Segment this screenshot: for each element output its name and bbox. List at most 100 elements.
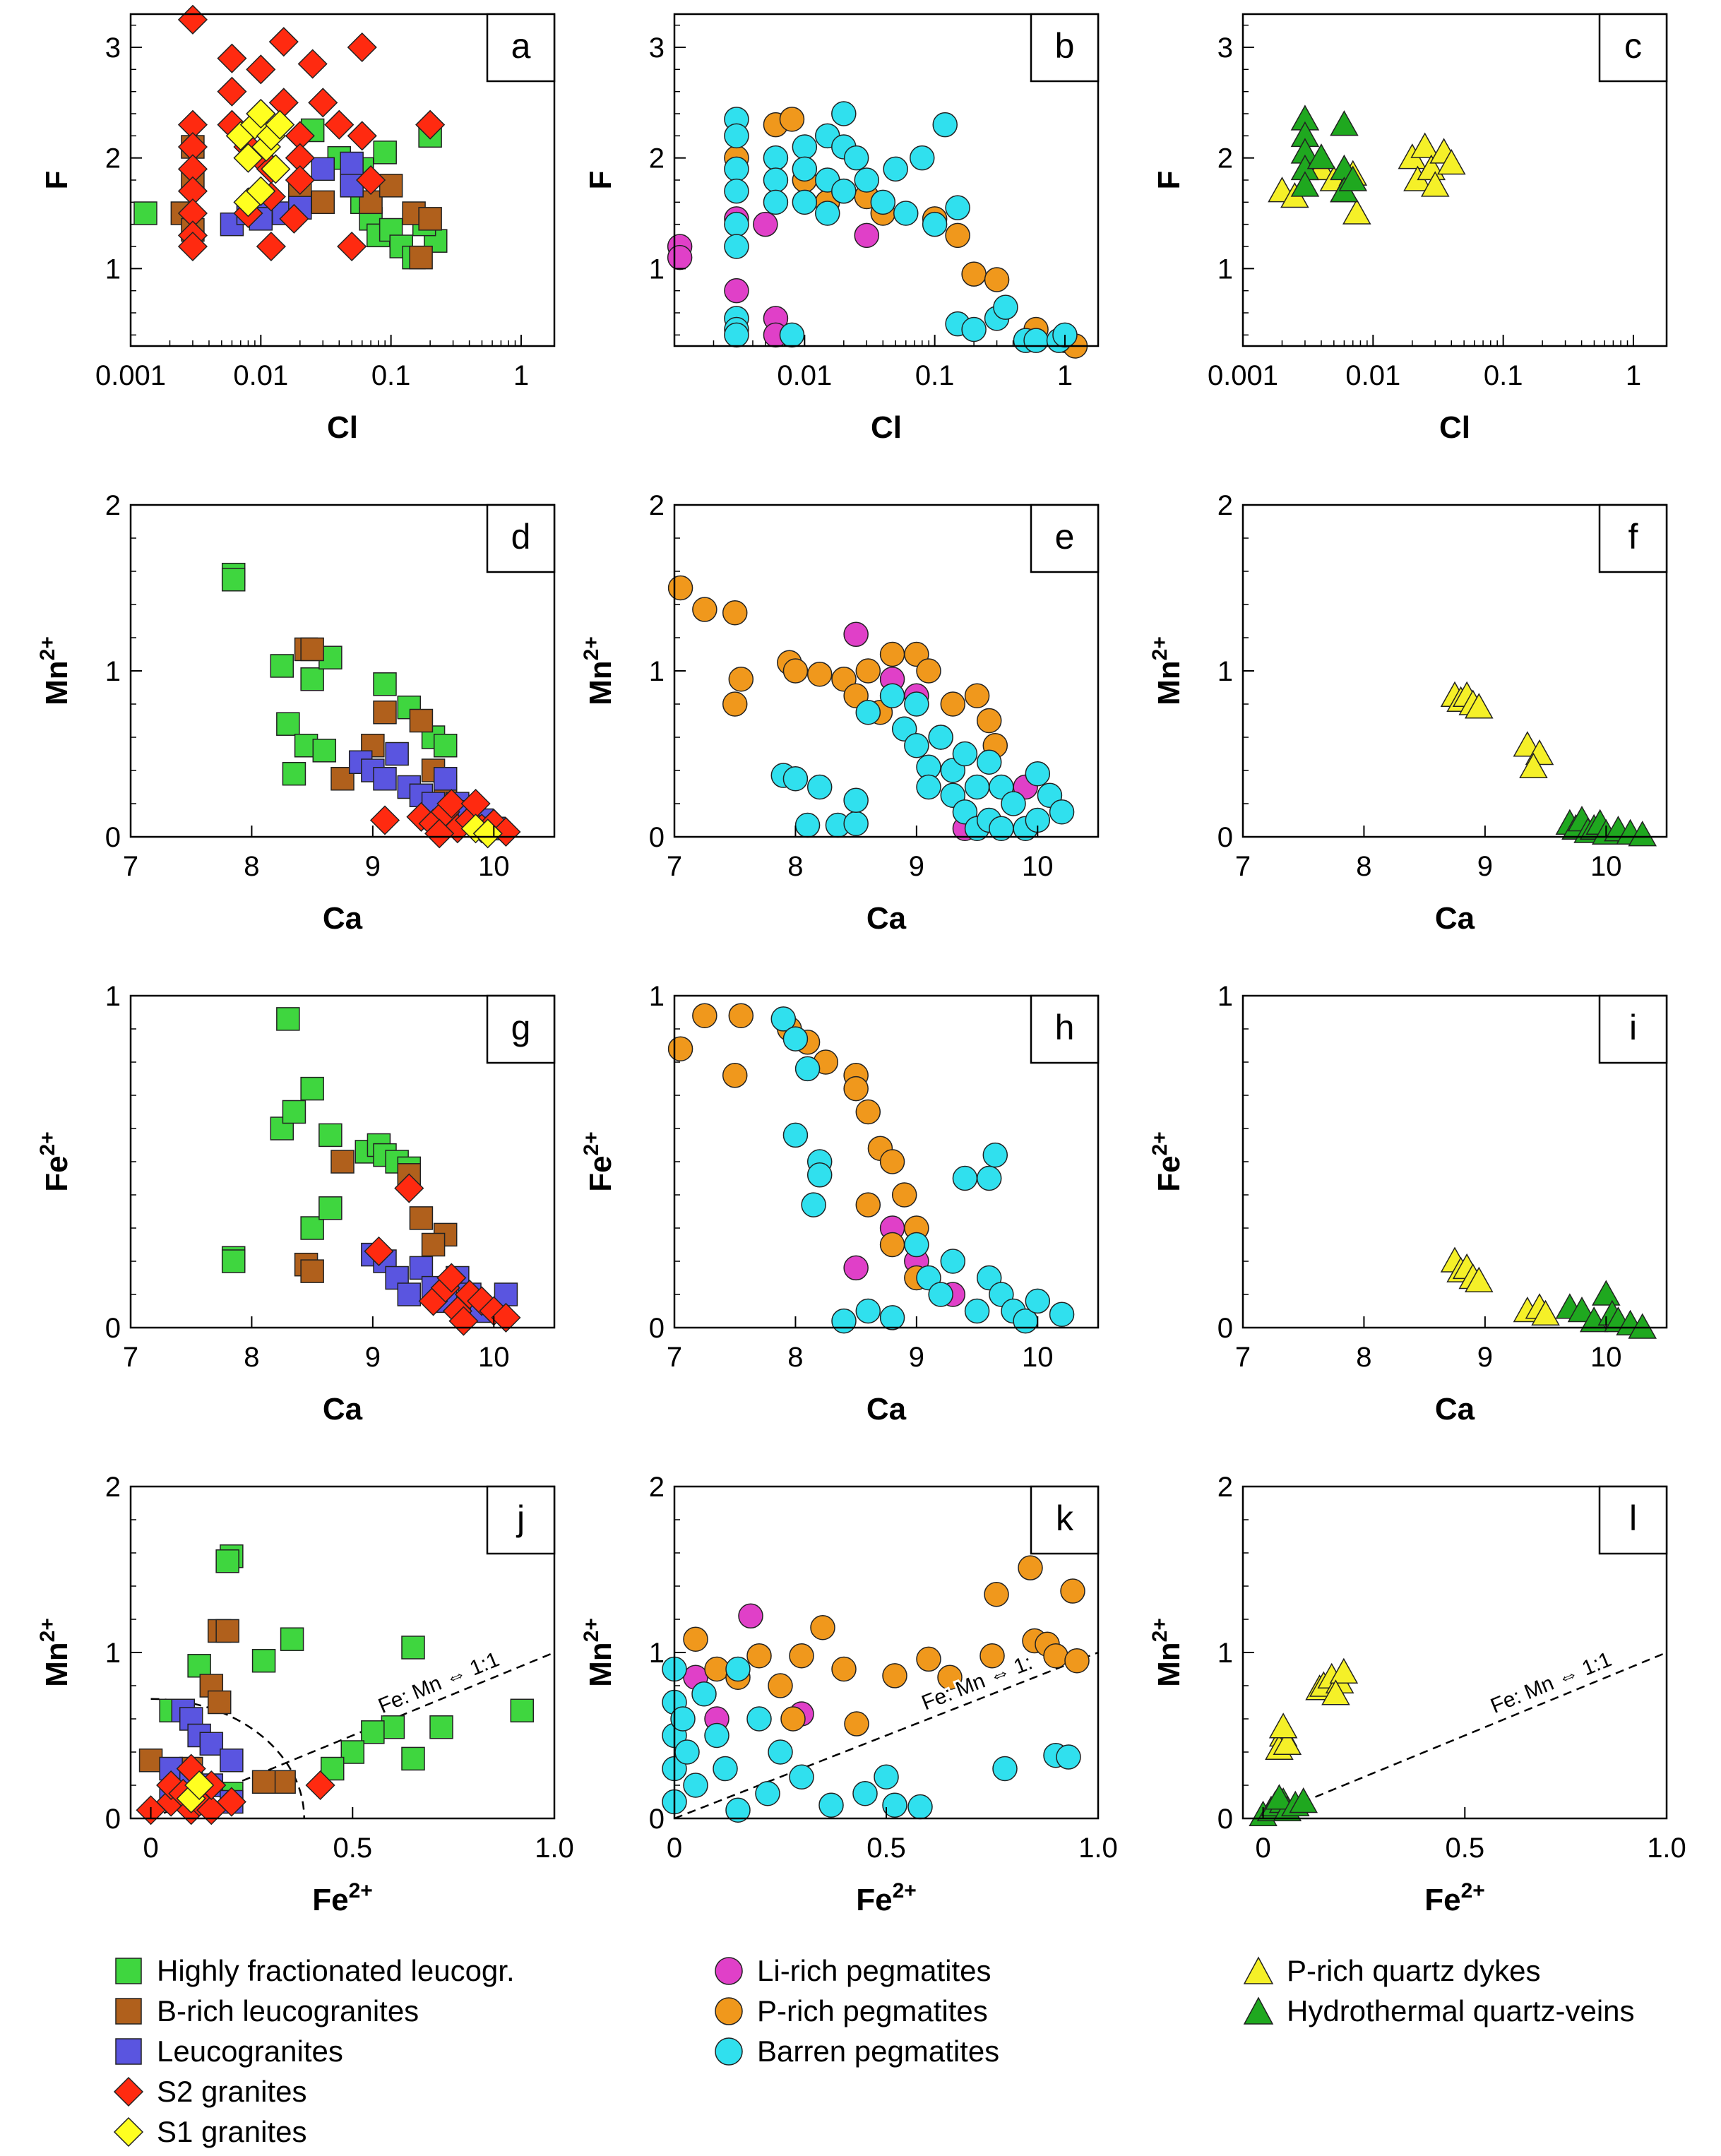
data-point: [491, 816, 521, 847]
data-point: [246, 176, 276, 206]
data-point: [1465, 1266, 1494, 1292]
y-axis-title: Mn2+: [36, 1618, 74, 1687]
series: [1440, 681, 1554, 779]
square-marker-icon: [115, 2038, 142, 2065]
series: [667, 206, 880, 348]
data-point: [282, 761, 306, 786]
data-point: [233, 143, 263, 173]
x-axis-title: Fe2+: [856, 1879, 917, 1917]
x-tick-label: 9: [909, 851, 924, 882]
panel-label: i: [1629, 1008, 1637, 1047]
x-tick-label: 1: [1626, 360, 1641, 391]
data-point: [964, 683, 990, 708]
data-point: [746, 1706, 772, 1732]
x-tick-label: 1.0: [535, 1833, 574, 1864]
data-point: [855, 1298, 881, 1324]
data-points: [1440, 1246, 1657, 1339]
legend-label: Leucogranites: [157, 2035, 343, 2068]
x-tick-label: 10: [478, 851, 510, 882]
data-point: [433, 734, 458, 758]
data-point: [746, 1643, 772, 1669]
data-point: [855, 658, 881, 684]
data-point: [347, 121, 377, 151]
legend-label: Highly fractionated leucogr.: [157, 1954, 515, 1987]
x-tick-label: 0.001: [95, 360, 166, 391]
x-axis: 7 8 9 10: [667, 1316, 1054, 1373]
data-point: [199, 1732, 224, 1756]
data-point: [738, 1603, 763, 1629]
panel-c: 0.001 0.01 0.1 1 1 2 3 Cl Fc: [1152, 13, 1668, 445]
circle-marker-icon: [715, 1957, 743, 1985]
data-point: [217, 76, 247, 107]
panel-label: g: [511, 1008, 531, 1047]
legend-label: P-rich quartz dykes: [1287, 1954, 1541, 1987]
legend-label: B-rich leucogranites: [157, 1994, 419, 2027]
y-axis-title: F: [583, 171, 618, 190]
y-axis: 0 1 2: [105, 1472, 142, 1835]
data-point: [782, 1122, 809, 1148]
x-tick-label: 9: [1477, 1342, 1493, 1373]
data-point: [221, 1249, 246, 1273]
data-point: [792, 134, 818, 160]
y-axis-title: F: [40, 171, 74, 190]
data-point: [381, 1715, 405, 1739]
data-point: [692, 597, 717, 622]
panel-e: 7 8 9 10 0 1 2 Ca Mn2+ e: [580, 490, 1100, 936]
data-point: [1306, 143, 1336, 169]
x-tick-label: 7: [123, 851, 138, 882]
x-axis: 0 0.5 1.0: [143, 1807, 574, 1864]
y-tick-label: 2: [649, 490, 665, 521]
y-axis: 0 1 2: [649, 490, 686, 853]
data-point: [768, 1673, 793, 1698]
data-point: [373, 701, 397, 725]
panel-label-box: [486, 994, 556, 1064]
data-point: [318, 1196, 343, 1220]
data-point: [364, 1236, 394, 1266]
data-point: [806, 1162, 833, 1188]
y-tick-label: 1: [649, 254, 665, 285]
data-point: [1437, 148, 1466, 175]
panel-d: 7 8 9 10 0 1 2 Ca Mn2+ d: [36, 490, 556, 936]
data-point: [843, 1255, 869, 1281]
panel-label-box: [1030, 994, 1100, 1064]
data-point: [843, 811, 869, 836]
data-point: [401, 1636, 425, 1660]
x-tick-label: 0.1: [915, 360, 955, 391]
panel-f: 7 8 9 10 0 1 2 Ca Mn2+ f: [1148, 490, 1668, 936]
data-point: [724, 234, 749, 259]
data-point: [256, 231, 286, 262]
data-point: [436, 1263, 467, 1293]
y-tick-label: 1: [105, 981, 121, 1012]
x-axis: 0 0.5 1.0: [667, 1807, 1118, 1864]
series: [225, 98, 295, 218]
square-marker-icon: [115, 1998, 142, 2025]
data-point: [373, 141, 397, 165]
data-point: [401, 1746, 425, 1771]
data-point: [844, 1711, 869, 1737]
y-tick-label: 2: [649, 1472, 665, 1503]
y-tick-label: 1: [1217, 656, 1233, 687]
data-point: [1329, 1657, 1359, 1684]
data-point: [976, 1165, 1002, 1191]
data-points: [221, 1007, 521, 1336]
y-axis-title: F: [1152, 171, 1186, 190]
data-point: [184, 1770, 215, 1801]
data-point: [755, 1781, 780, 1806]
y-tick-label: 0: [105, 822, 121, 853]
y-tick-label: 2: [105, 143, 121, 174]
panel-label-box: [486, 13, 556, 83]
data-point: [992, 1756, 1018, 1782]
y-axis-title: Mn2+: [36, 636, 74, 705]
panel-label-box: [1598, 13, 1668, 83]
panel-label: h: [1055, 1008, 1075, 1047]
data-point: [883, 156, 908, 182]
data-point: [893, 201, 919, 226]
data-point: [415, 109, 446, 140]
data-point: [276, 712, 300, 736]
data-point: [1049, 799, 1075, 825]
panel-label: e: [1055, 517, 1075, 556]
data-point: [305, 1770, 335, 1801]
y-axis: 01: [105, 981, 142, 1344]
x-tick-label: 0.1: [1484, 360, 1523, 391]
